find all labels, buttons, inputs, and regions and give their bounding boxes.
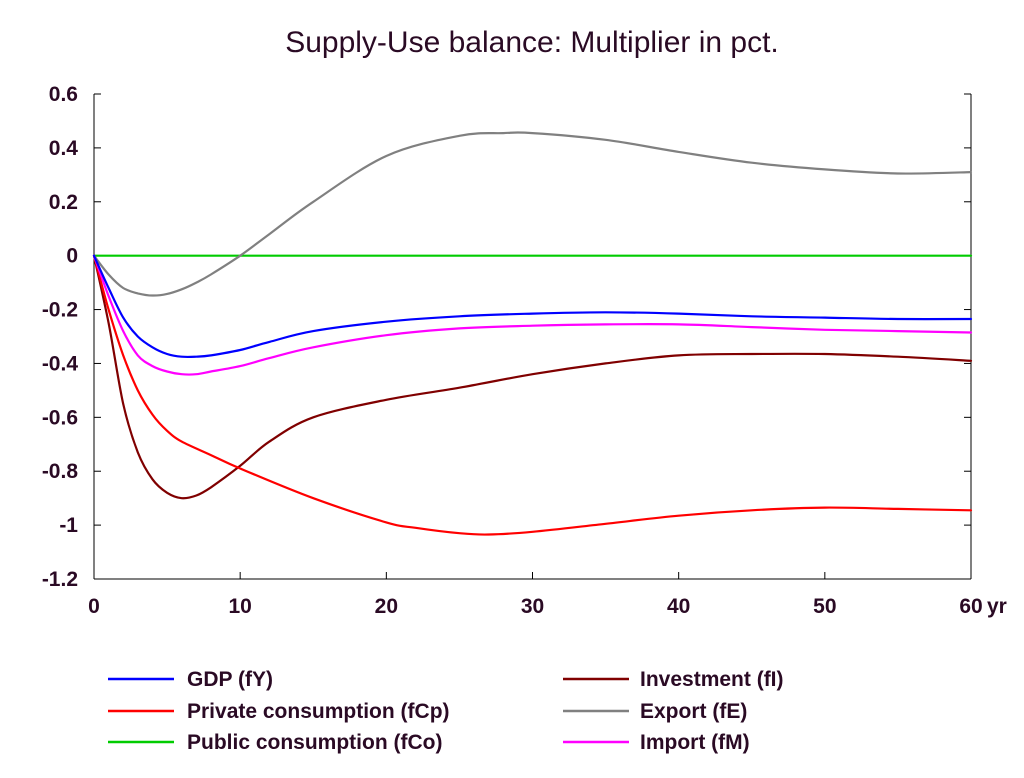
legend-label: GDP (fY) [187, 668, 273, 691]
legend-item: Export (fE) [563, 700, 747, 723]
legend-item: Private consumption (fCp) [108, 700, 450, 723]
y-tick-label: 0.2 [49, 191, 78, 214]
series-line-5 [92, 254, 973, 376]
y-tick-label: -0.4 [42, 352, 79, 375]
legend-label: Public consumption (fCo) [187, 731, 442, 754]
legend-item: Investment (fI) [563, 668, 784, 691]
legend-label: Investment (fI) [640, 668, 784, 691]
x-tick-label: 30 [521, 595, 544, 618]
x-tick-label: 10 [228, 595, 251, 618]
x-unit-label: yr [987, 595, 1007, 618]
series-line-3 [92, 254, 973, 500]
x-tick-label: 50 [813, 595, 836, 618]
legend-label: Private consumption (fCp) [187, 700, 450, 723]
y-tick-label: -1.2 [42, 568, 78, 591]
y-tick-label: -0.6 [42, 406, 78, 429]
y-tick-label: -0.2 [42, 299, 78, 322]
y-axis: 0.6 0.4 0.2 0 -0.2 -0.4 -0.6 -0.8 -1 -1.2 [42, 83, 971, 591]
legend-item: GDP (fY) [108, 668, 273, 691]
series-line-0 [92, 254, 973, 359]
legend: GDP (fY) Private consumption (fCp) Public … [108, 668, 784, 754]
x-tick-label: 0 [88, 595, 100, 618]
legend-item: Public consumption (fCo) [108, 731, 442, 754]
x-tick-label: 20 [375, 595, 398, 618]
y-tick-label: 0.6 [49, 83, 78, 106]
y-tick-label: 0.4 [49, 137, 79, 160]
legend-item: Import (fM) [563, 731, 750, 754]
x-tick-label: 40 [667, 595, 690, 618]
legend-label: Import (fM) [640, 731, 750, 754]
chart-title: Supply-Use balance: Multiplier in pct. [285, 26, 779, 59]
series-line-4 [92, 131, 973, 297]
y-tick-label: -0.8 [42, 460, 79, 483]
series-lines [92, 131, 973, 536]
series-line-1 [92, 254, 973, 536]
legend-label: Export (fE) [640, 700, 747, 723]
plot-frame [93, 94, 972, 580]
x-tick-label: 60 [959, 595, 982, 618]
y-tick-label: -1 [59, 514, 78, 537]
x-axis: 0 10 20 30 40 50 60 yr [88, 572, 1007, 618]
y-tick-label: 0 [66, 245, 78, 268]
